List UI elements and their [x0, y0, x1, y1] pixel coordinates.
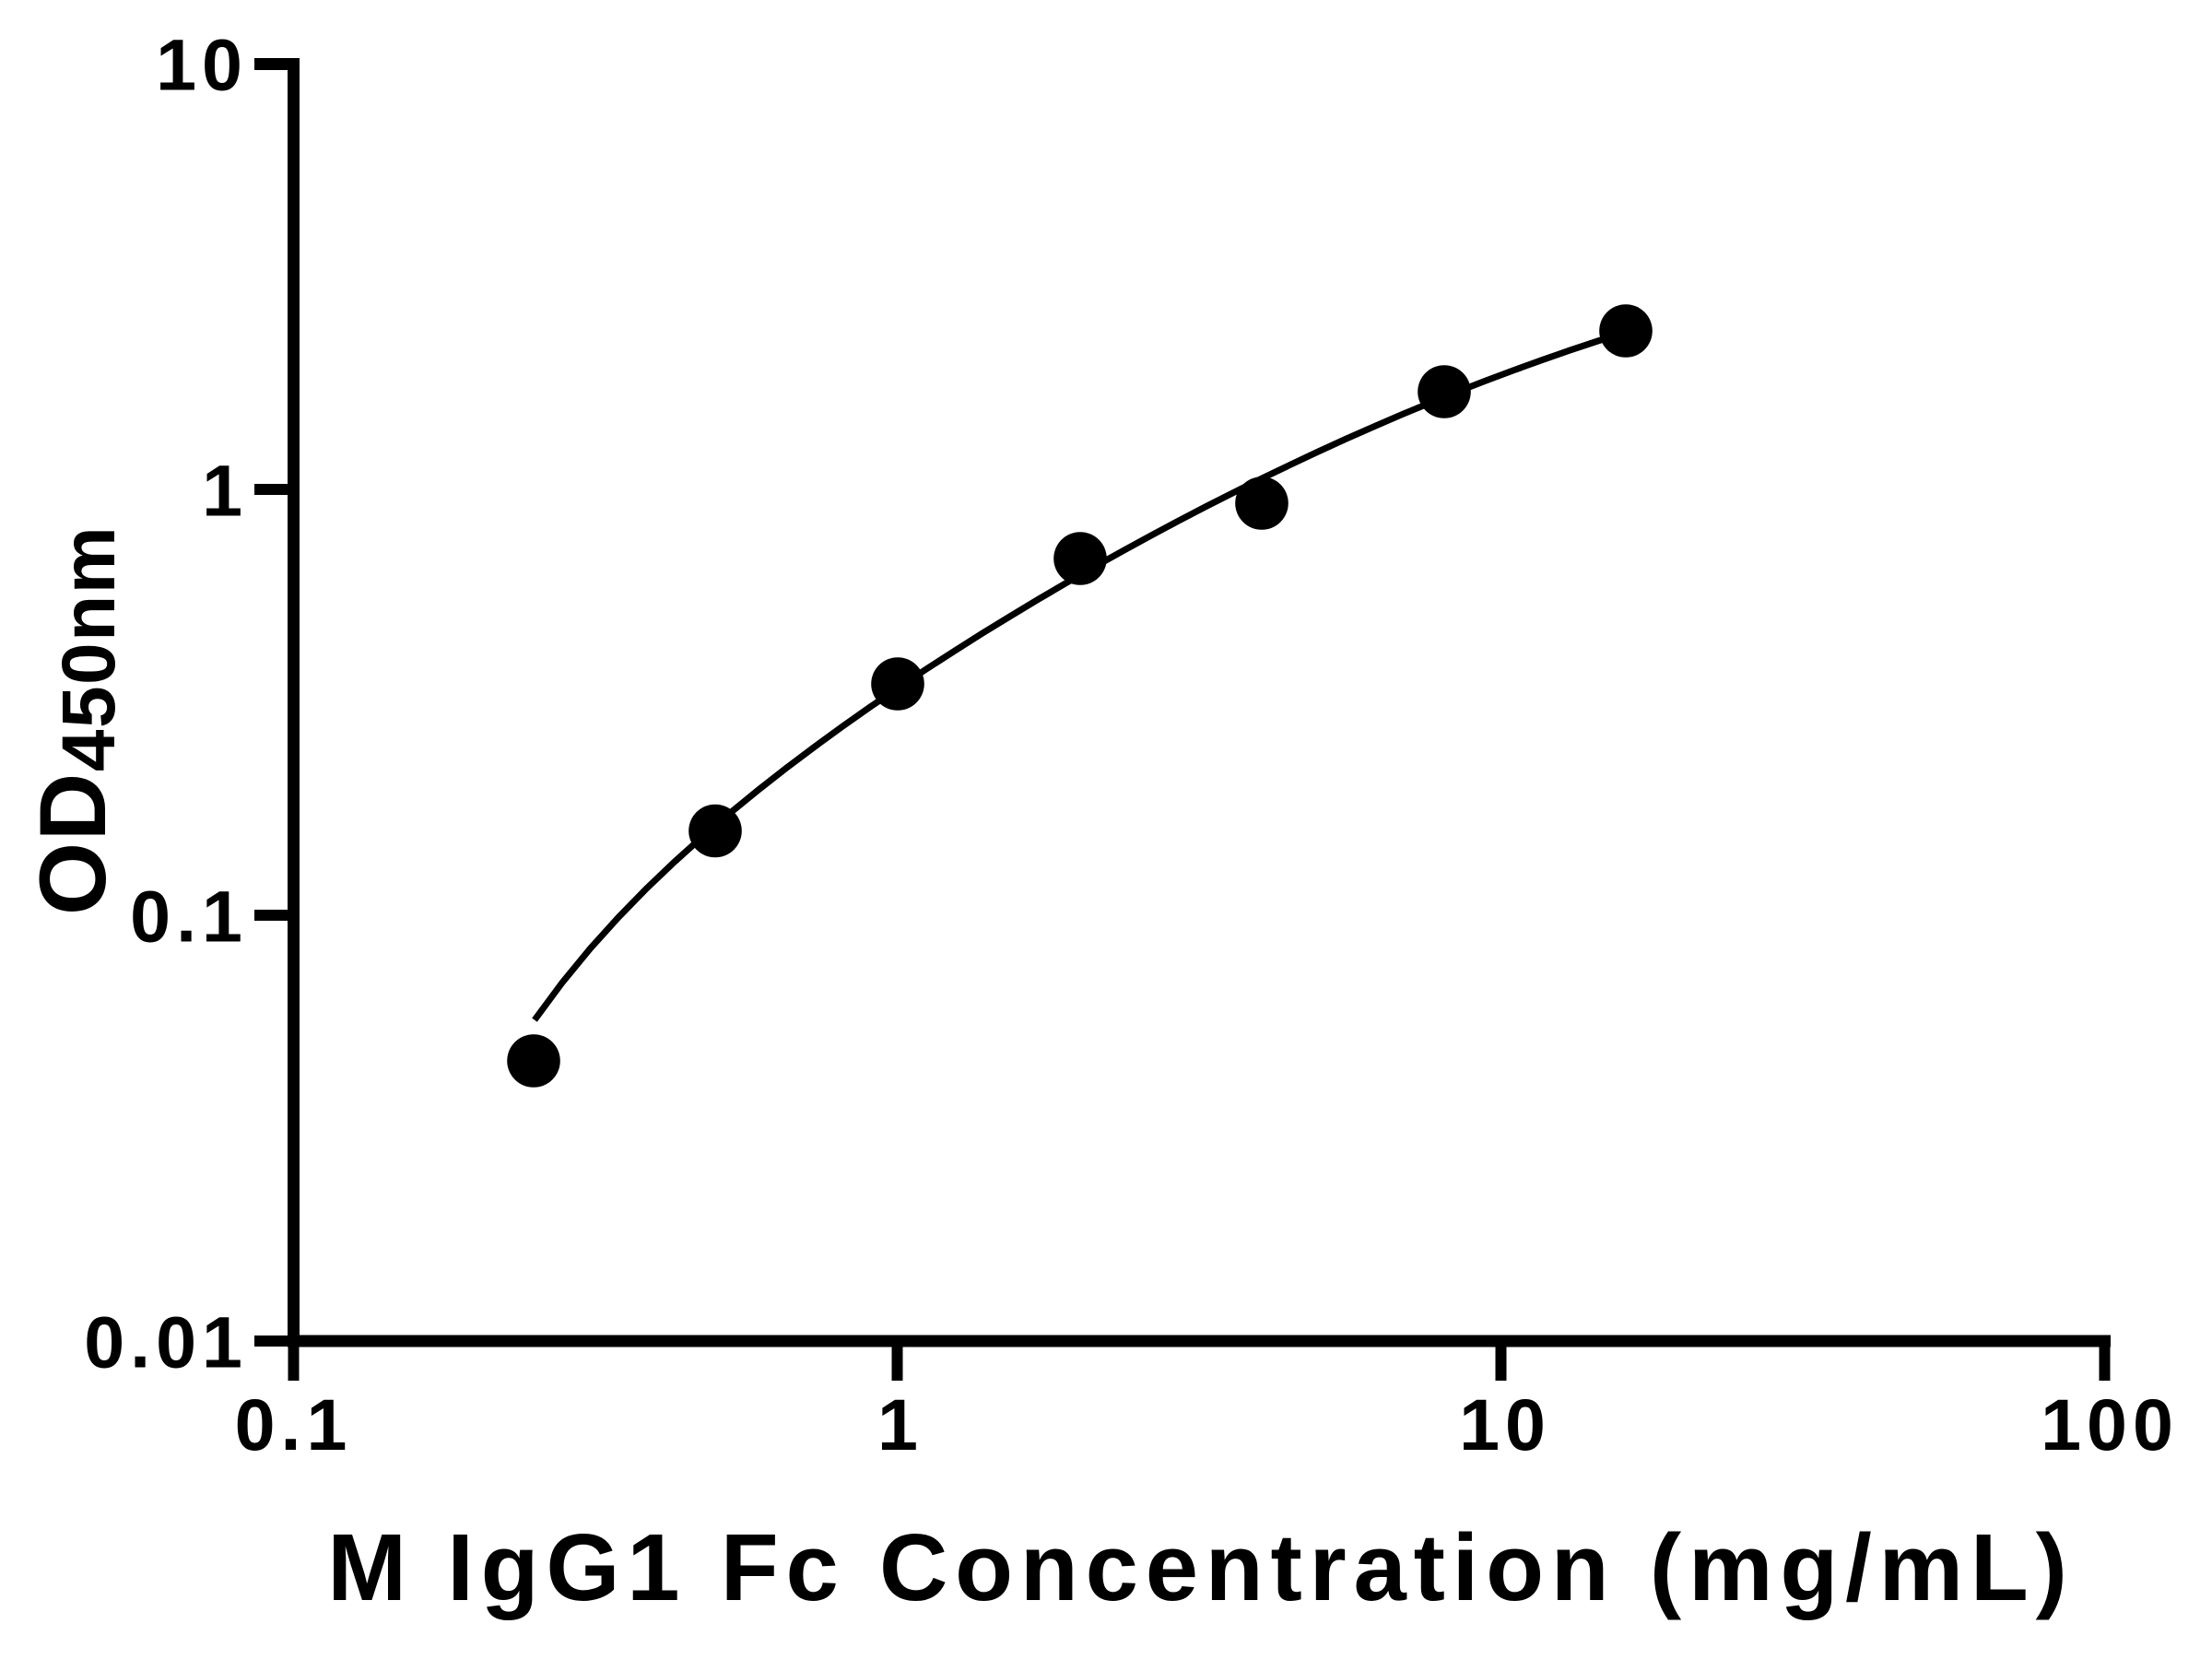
svg-text:M IgG1 Fc Concentration (mg/mL: M IgG1 Fc Concentration (mg/mL) [327, 1514, 2075, 1620]
svg-text:100: 100 [2041, 1383, 2179, 1465]
svg-text:10: 10 [1459, 1383, 1551, 1465]
svg-text:0.1: 0.1 [235, 1383, 353, 1465]
svg-text:1: 1 [877, 1383, 924, 1465]
svg-text:10: 10 [156, 24, 248, 106]
svg-text:0.01: 0.01 [84, 1301, 248, 1383]
svg-text:1: 1 [202, 450, 248, 532]
svg-text:0.1: 0.1 [130, 876, 248, 958]
